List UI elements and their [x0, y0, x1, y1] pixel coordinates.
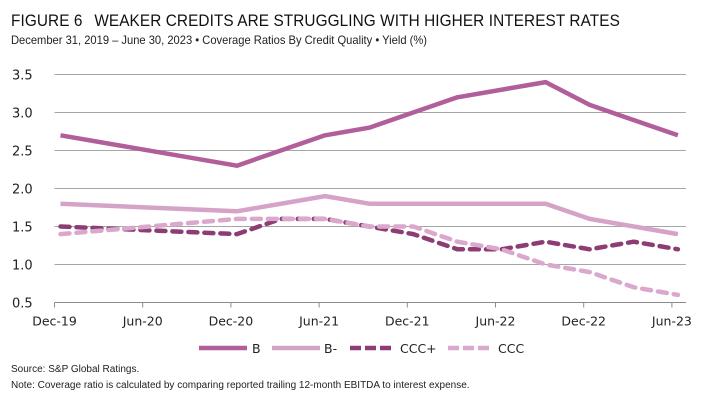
series-line-ccc: [58, 216, 681, 298]
y-tick-label: 1.5: [12, 221, 33, 236]
y-tick-label: 3.0: [12, 107, 33, 122]
x-tick-label: Jun-22: [475, 314, 516, 329]
x-tick-label: Jun-20: [122, 314, 163, 329]
series-line-ccc-plus: [58, 216, 681, 252]
series-lines: [58, 79, 681, 298]
y-tick-label: 2.5: [12, 145, 33, 160]
chart-title: FIGURE 6 WEAKER CREDITS ARE STRUGGLING W…: [11, 12, 620, 31]
x-tick-label: Dec-22: [561, 314, 606, 329]
legend-label: B: [252, 341, 261, 356]
source-note: Source: S&P Global Ratings.: [11, 364, 140, 375]
x-tick-label: Dec-19: [32, 314, 77, 329]
gridlines: [54, 74, 686, 265]
series-line-b-minus: [60, 193, 679, 237]
y-axis-ticks: 3.5 3.0 2.5 2.0 1.5 1.0 0.5: [12, 69, 33, 312]
legend: B B- CCC+ CCC: [199, 341, 524, 356]
y-tick-label: 2.0: [12, 183, 33, 198]
x-tick-label: Dec-20: [209, 314, 254, 329]
footnote: Note: Coverage ratio is calculated by co…: [11, 380, 470, 391]
legend-item: CCC+: [350, 341, 437, 356]
legend-item: CCC: [448, 341, 524, 356]
x-tick-label: Jun-23: [651, 314, 692, 329]
legend-item: B-: [272, 341, 337, 356]
x-tick-label: Jun-21: [298, 314, 339, 329]
legend-label: CCC+: [400, 341, 437, 356]
chart-subtitle: December 31, 2019 – June 30, 2023 • Cove…: [11, 33, 428, 47]
x-axis: Dec-19 Jun-20 Dec-20 Jun-21 Dec-21 Jun-22 Dec-…: [32, 302, 692, 329]
y-tick-label: 1.0: [12, 259, 33, 274]
legend-item: B: [199, 341, 261, 356]
series-line-b: [60, 79, 679, 168]
figure-number: FIGURE 6: [11, 12, 83, 30]
legend-label: B-: [324, 341, 337, 356]
y-tick-label: 0.5: [12, 297, 33, 312]
y-tick-label: 3.5: [12, 69, 33, 84]
legend-label: CCC: [498, 341, 524, 356]
x-tick-label: Dec-21: [385, 314, 430, 329]
figure-title: WEAKER CREDITS ARE STRUGGLING WITH HIGHE…: [94, 12, 620, 30]
